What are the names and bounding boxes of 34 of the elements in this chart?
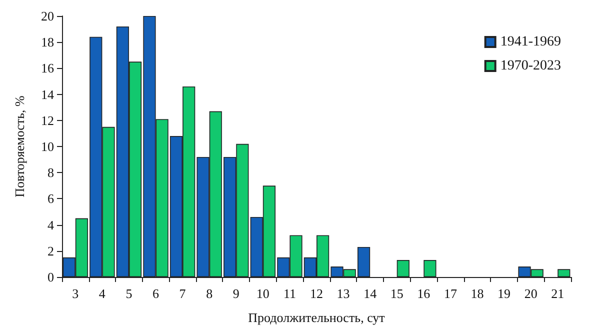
x-tick-label: 9 — [232, 286, 240, 301]
legend-label: 1970-2023 — [500, 58, 562, 74]
x-tick-label: 4 — [98, 286, 106, 301]
y-tick-label: 8 — [48, 165, 54, 180]
x-tick-label: 16 — [417, 286, 431, 301]
x-tick-label: 3 — [72, 286, 79, 301]
x-tick-label: 6 — [152, 286, 160, 301]
x-tick-label: 14 — [364, 286, 378, 301]
y-tick-label: 6 — [48, 191, 54, 206]
y-tick-label: 12 — [41, 112, 54, 128]
x-tick-label: 20 — [524, 286, 538, 301]
x-tick-label: 7 — [179, 286, 186, 301]
x-tick-label: 13 — [336, 286, 350, 301]
y-tick-label: 4 — [48, 217, 54, 232]
y-tick-label: 16 — [41, 60, 54, 76]
x-tick-label: 10 — [256, 286, 270, 301]
legend-label: 1941-1969 — [500, 34, 562, 50]
x-tick-label: 5 — [126, 286, 132, 301]
y-tick-label: 10 — [41, 139, 54, 154]
y-tick-label: 14 — [41, 86, 54, 102]
y-tick-label: 2 — [48, 243, 54, 258]
x-tick-label: 12 — [310, 286, 323, 301]
x-tick-label: 18 — [470, 286, 484, 301]
y-tick-label: 0 — [48, 270, 54, 284]
y-tick-label: 18 — [41, 34, 54, 50]
y-tick-label: 20 — [41, 8, 54, 24]
x-tick-label: 17 — [444, 286, 458, 301]
x-tick-label: 8 — [206, 286, 213, 301]
y-axis-title: Повторяемость, % — [12, 95, 27, 198]
x-tick-label: 11 — [283, 286, 296, 301]
x-tick-label: 21 — [551, 286, 564, 301]
x-tick-label: 19 — [498, 286, 511, 301]
x-axis-title: Продолжительность, сут — [248, 310, 386, 325]
x-tick-label: 15 — [390, 286, 404, 301]
